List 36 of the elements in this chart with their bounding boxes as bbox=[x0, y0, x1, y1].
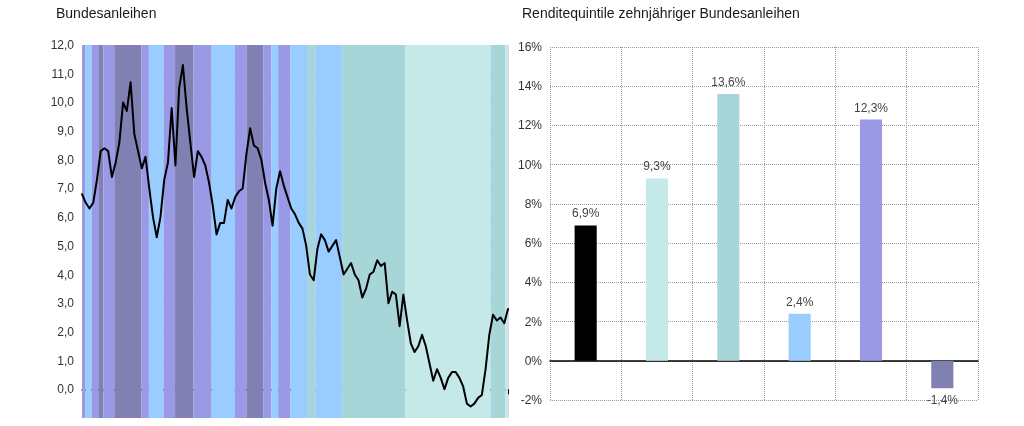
y-tick-label: 8,0 bbox=[57, 152, 75, 167]
y-tick-label: 2% bbox=[524, 314, 543, 329]
y-tick-label: 0% bbox=[524, 353, 543, 368]
bar bbox=[859, 119, 883, 361]
y-tick-label: 1,0 bbox=[57, 353, 75, 368]
y-tick-label: 6% bbox=[524, 236, 543, 251]
y-tick-label: 0,0 bbox=[57, 382, 75, 397]
chart-title: Bundesanleihen bbox=[56, 5, 157, 21]
bar bbox=[931, 360, 954, 389]
y-tick-label: 2,0 bbox=[57, 324, 75, 339]
y-tick-label: 10,0 bbox=[50, 95, 75, 110]
data-label: 13,6% bbox=[711, 75, 746, 90]
y-tick-label: 12% bbox=[517, 118, 543, 133]
y-tick-label: 9,0 bbox=[57, 124, 75, 139]
data-label: 6,9% bbox=[571, 206, 600, 221]
bar bbox=[645, 178, 669, 361]
bar bbox=[717, 94, 740, 361]
data-label: 12,3% bbox=[853, 100, 889, 115]
y-tick-label: 10% bbox=[517, 157, 543, 172]
chart-title: Renditequintile zehnjähriger Bundesanleihen bbox=[522, 5, 800, 21]
y-tick-label: 14% bbox=[517, 79, 543, 94]
y-tick-label: 3,0 bbox=[57, 296, 75, 311]
y-tick-label: 11,0 bbox=[51, 66, 75, 81]
y-tick-label: 5,0 bbox=[57, 238, 75, 253]
data-label: 9,3% bbox=[643, 159, 671, 174]
bar bbox=[788, 313, 811, 361]
y-tick-label: 4% bbox=[524, 275, 543, 290]
y-tick-label: 4,0 bbox=[57, 267, 75, 282]
data-label: -1,4% bbox=[926, 393, 959, 408]
y-tick-label: 6,0 bbox=[57, 210, 75, 225]
data-label: 2,4% bbox=[785, 294, 814, 309]
y-tick-label: 16% bbox=[517, 40, 543, 54]
y-tick-label: 12,0 bbox=[50, 38, 75, 52]
y-tick-label: -2% bbox=[520, 393, 543, 407]
y-tick-label: 8% bbox=[524, 196, 543, 211]
y-tick-label: 7,0 bbox=[57, 181, 75, 196]
